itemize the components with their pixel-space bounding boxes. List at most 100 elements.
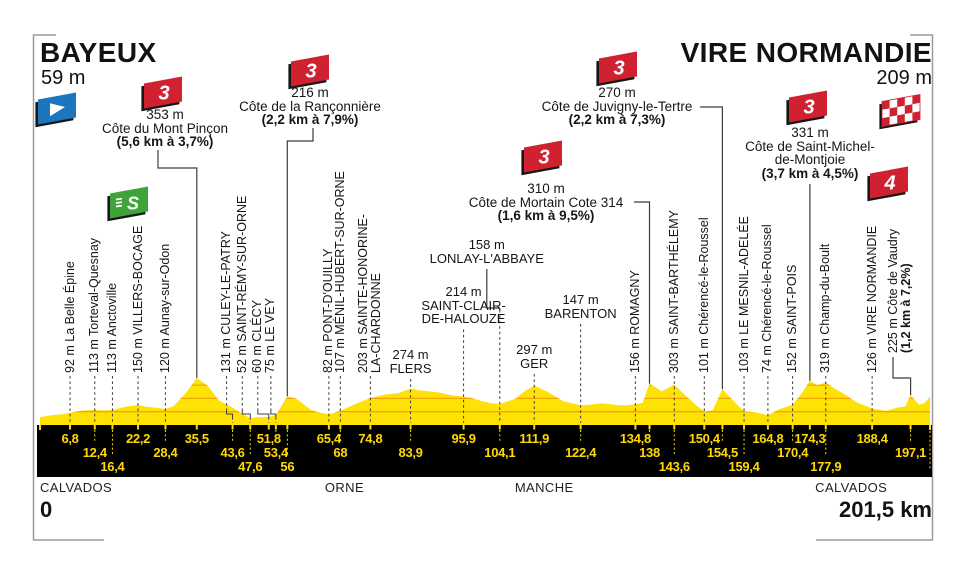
waypoint-elbow-line (241, 409, 251, 417)
label-line: LONLAY-L'ABBAYE (429, 250, 544, 266)
label-line: 126 m VIRE NORMANDIE (864, 225, 879, 373)
label-line: Côte du Mont Pinçon (101, 120, 229, 136)
label-line: (2,2 km à 7,9%) (261, 112, 359, 127)
waypoint-label: 214 m SAINT-CLAIR- DE-HALOUZE (421, 285, 506, 326)
km-value: 43,6 (220, 444, 245, 460)
label-line: de-Montjoie (774, 152, 846, 167)
climb-label: 353 m Côte du Mont Pinçon (5,6 km à 3,7%) (102, 108, 228, 149)
department-label: CALVADOS (815, 480, 888, 495)
km-value: 164,8 (752, 430, 784, 446)
waypoint-label: 113 m Torteval-Quesnay (87, 238, 101, 373)
km-value: 12,4 (82, 444, 107, 460)
label-line: DE-HALOUZE (421, 311, 506, 326)
climb-label: 331 m Côte de Saint-Michel-de-Montjoie (3,… (745, 126, 875, 180)
km-value: 56 (280, 458, 295, 474)
km-value: 138 (639, 444, 660, 460)
label-line: FLERS (389, 360, 432, 376)
svg-text:S: S (127, 194, 139, 214)
label-line: 120 m Aunay-sur-Odon (157, 243, 172, 373)
start-city-title: BAYEUX (40, 37, 157, 68)
elevation-profile (40, 378, 930, 428)
label-line: 158 m (468, 237, 505, 252)
climb-category-flag-icon: 3 (288, 54, 329, 90)
km-value: 159,4 (728, 458, 760, 474)
label-line: 101 m Chérencé-le-Roussel (696, 217, 711, 373)
climb-category-flag-icon: 3 (596, 51, 637, 87)
waypoint-label: 156 m ROMAGNY (627, 270, 642, 373)
label-line: 156 m ROMAGNY (627, 270, 642, 373)
sprint-speed-lines (115, 197, 123, 208)
label-line: 270 m (598, 85, 636, 100)
climb-category-flag-icon: 3 (786, 90, 827, 126)
label-line: 113 m Anctoville (104, 282, 119, 373)
department-label: ORNE (324, 480, 365, 495)
svg-text:3: 3 (538, 147, 549, 169)
km-value: 150,4 (688, 430, 720, 446)
label-line: (1,2 km à 7,2%) (899, 263, 913, 353)
label-line: (3,7 km à 4,5%) (761, 165, 859, 181)
waypoint-label: 126 m VIRE NORMANDIE (864, 225, 879, 373)
label-line: (1,6 km à 9,5%) (497, 208, 595, 223)
climb-label: 270 m Côte de Juvigny-le-Tertre (2,2 km à … (542, 86, 693, 127)
waypoint-label: 319 m Champ-du-Boult (818, 244, 832, 373)
svg-text:3: 3 (613, 58, 624, 80)
waypoint-label: 303 m SAINT-BARTHÉLEMY (666, 209, 681, 373)
label-line: 331 m (791, 125, 829, 140)
climb-label: 310 m Côte de Mortain Cote 314 (1,6 km à 9… (469, 182, 624, 223)
climb-connector-line (286, 128, 314, 397)
frame (32, 34, 934, 541)
waypoint-label: 113 m Anctoville (104, 282, 119, 373)
distance-start-label: 0 (40, 497, 53, 522)
finish-flag-icon (879, 94, 921, 130)
waypoint-label: 158 m LONLAY-L'ABBAYE (430, 238, 544, 265)
climb-category-flag-icon: 3 (521, 140, 562, 176)
label-line: 297 m (516, 342, 553, 357)
start-elevation-label: 59 m (41, 67, 86, 89)
label-line: 353 m (146, 107, 184, 122)
climb-connector-line (700, 106, 723, 390)
label-line: 216 m (291, 85, 329, 100)
km-value: 28,4 (153, 444, 178, 460)
label-line: 274 m (392, 347, 429, 362)
km-value: 122,4 (565, 444, 597, 460)
label-line: BARENTON (544, 305, 617, 321)
waypoint-label: 131 m CULEY-LE-PATRY (219, 231, 234, 373)
waypoint-label: 92 m La Belle Épine (63, 261, 77, 373)
start-triangle (50, 103, 65, 117)
waypoint-elbow-line (257, 409, 270, 417)
label-line: 131 m CULEY-LE-PATRY (219, 231, 234, 373)
label-line: (5,6 km à 3,7%) (116, 134, 214, 149)
climb-label: 225 m Côte de Vaudry (1,2 km à 7,2%) (886, 229, 913, 353)
km-value: 170,4 (777, 444, 809, 460)
label-line: 303 m SAINT-BARTHÉLEMY (666, 209, 681, 373)
waypoint-elbow-line (486, 269, 500, 309)
label-line: Côte de Mortain Cote 314 (468, 194, 624, 210)
km-value: 104,1 (484, 444, 516, 460)
km-value: 143,6 (658, 458, 690, 474)
label-line: 74 m Chérencé-le-Roussel (760, 224, 775, 373)
label-line: (2,2 km à 7,3%) (568, 112, 666, 127)
svg-text:4: 4 (883, 173, 895, 195)
label-line: Côte de Juvigny-le-Tertre (541, 98, 693, 114)
km-value: 16,4 (100, 458, 125, 474)
km-value: 188,4 (856, 430, 888, 446)
waypoint-label: 147 m BARENTON (545, 293, 617, 320)
waypoint-label: 297 m GER (516, 343, 552, 370)
waypoint-elbow-line (226, 409, 234, 417)
sprint-flag-icon: S (107, 186, 148, 222)
climb-connector-line (892, 357, 912, 395)
waypoint-label: 75 m LE VEY (263, 298, 277, 373)
km-value: 95,9 (451, 430, 476, 446)
km-value: 134,8 (619, 430, 651, 446)
label-line: GER (520, 355, 549, 371)
waypoint-label: 101 m Chérencé-le-Roussel (696, 217, 711, 373)
waypoint-label: 203 m SAINTE-HONORINE- LA-CHARDONNE (356, 214, 383, 373)
climb-category-flag-icon: 3 (141, 76, 182, 112)
svg-text:3: 3 (158, 83, 169, 105)
label-line: 103 m LE MESNIL-ADELÉE (736, 215, 751, 373)
climb-category-flag-icon: 4 (867, 166, 908, 202)
km-value: 68 (333, 444, 348, 460)
